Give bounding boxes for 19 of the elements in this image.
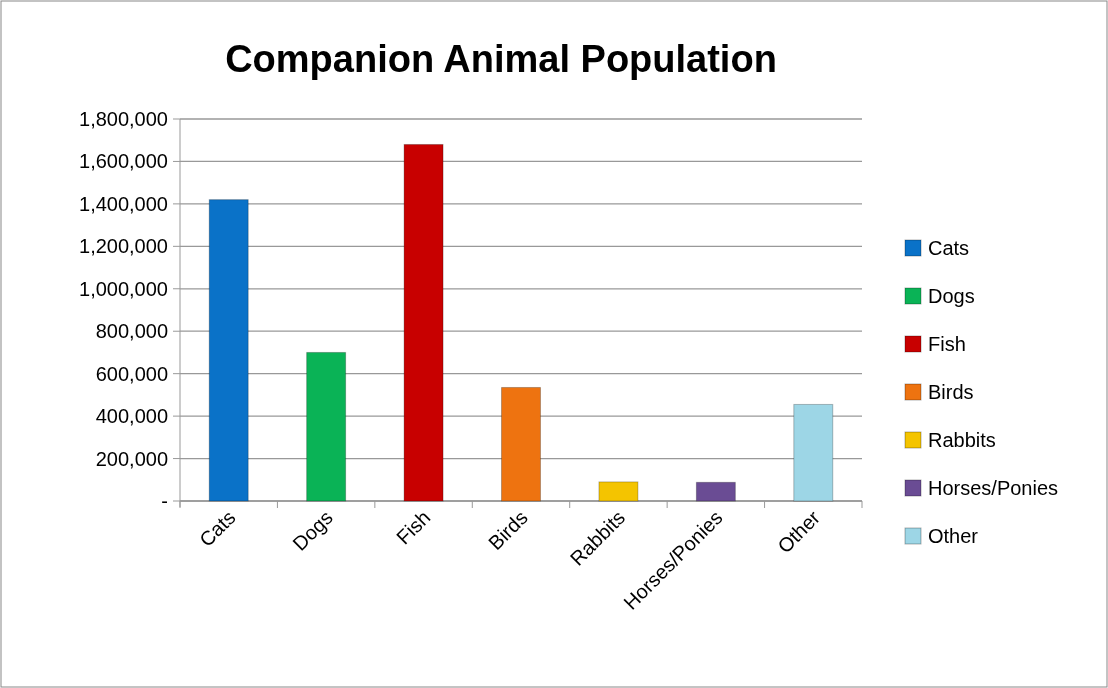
legend-label: Cats [928,237,970,259]
y-tick-label: - [161,490,168,512]
x-tick-label: Cats [194,506,240,551]
y-tick-label: 1,400,000 [79,192,168,215]
y-tick-label: 200,000 [95,447,168,470]
legend-label: Fish [928,333,966,355]
y-tick-label: 400,000 [95,405,168,428]
legend-label: Birds [928,381,974,403]
legend-label: Dogs [928,285,975,307]
y-tick-label: 800,000 [95,320,168,343]
legend-label: Horses/Ponies [928,477,1059,499]
y-tick-label: 1,200,000 [79,235,168,258]
y-tick-label: 1,000,000 [79,277,168,300]
x-tick-label: Fish [392,506,435,549]
y-tick-label: 1,800,000 [79,108,168,130]
y-tick-label: 1,600,000 [79,150,168,173]
chart-title: Companion Animal Population [225,38,777,80]
y-tick-label: 600,000 [95,362,168,385]
legend-label: Rabbits [928,429,996,451]
